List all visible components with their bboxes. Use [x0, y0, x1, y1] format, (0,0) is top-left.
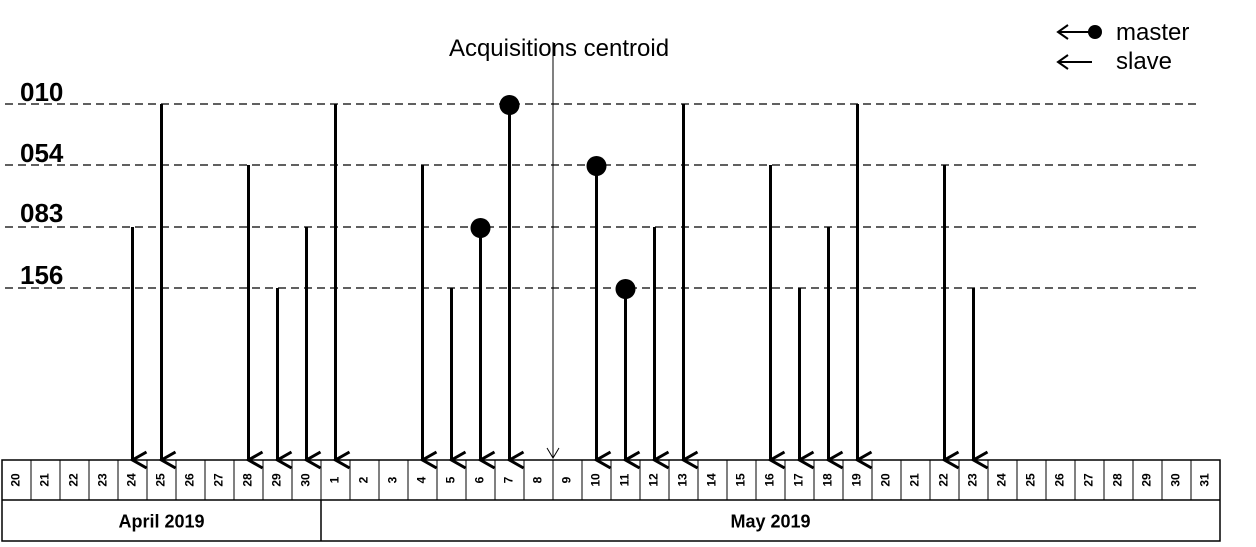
acquisition-master-2019-05-06	[470, 218, 491, 460]
acquisition-master-2019-05-10	[586, 156, 607, 460]
master-dot	[586, 156, 607, 176]
day-label: 24	[125, 473, 139, 487]
day-label: 28	[241, 473, 255, 487]
centroid-arrowhead	[546, 447, 560, 459]
day-label: 13	[676, 473, 690, 487]
day-label: 15	[734, 473, 748, 487]
day-label: 20	[9, 473, 23, 487]
day-label: 27	[1082, 473, 1096, 487]
day-label: 16	[763, 473, 777, 487]
day-label: 14	[705, 473, 719, 487]
month-label: May 2019	[730, 512, 810, 532]
day-label: 27	[212, 473, 226, 487]
month-label: April 2019	[118, 512, 204, 532]
day-label: 25	[154, 473, 168, 487]
day-label: 18	[821, 473, 835, 487]
track-label-083: 083	[20, 198, 63, 228]
day-label: 10	[589, 473, 603, 487]
day-label: 4	[415, 476, 429, 483]
day-label: 23	[96, 473, 110, 487]
day-label: 26	[183, 473, 197, 487]
day-label: 25	[1024, 473, 1038, 487]
day-label: 2	[357, 476, 371, 483]
day-label: 3	[386, 476, 400, 483]
master-dot	[615, 279, 636, 299]
day-label: 22	[937, 473, 951, 487]
legend-slave: slave	[1056, 48, 1172, 75]
acquisition-arrows	[133, 95, 974, 460]
centroid-marker: Acquisitions centroid	[449, 35, 669, 459]
day-label: 9	[560, 476, 574, 483]
day-label: 30	[1169, 473, 1183, 487]
acquisition-master-2019-05-07	[499, 95, 520, 460]
legend-master-dot	[1088, 25, 1102, 39]
day-label: 19	[850, 473, 864, 487]
day-label: 29	[1140, 473, 1154, 487]
day-label: 22	[67, 473, 81, 487]
day-label: 17	[792, 473, 806, 487]
day-label: 11	[618, 473, 632, 486]
day-label: 24	[995, 473, 1009, 487]
track-label-156: 156	[20, 260, 63, 290]
track-guides	[5, 103, 1198, 289]
track-label-010: 010	[20, 77, 63, 107]
acquisition-master-2019-05-11	[615, 279, 636, 460]
day-label: 29	[270, 473, 284, 487]
day-label: 6	[473, 476, 487, 483]
day-label: 31	[1198, 473, 1212, 487]
day-label: 8	[531, 476, 545, 483]
day-label: 26	[1053, 473, 1067, 487]
day-label: 28	[1111, 473, 1125, 487]
day-label: 23	[966, 473, 980, 487]
master-dot	[499, 95, 520, 115]
track-labels: 010 054 083 156	[20, 77, 64, 290]
day-label: 30	[299, 473, 313, 487]
day-label: 5	[444, 476, 458, 483]
day-label: 21	[908, 473, 922, 487]
day-label: 20	[879, 473, 893, 487]
legend-slave-label: slave	[1116, 48, 1172, 75]
date-axis: 20 21 22 23 24 25 26 27 28 29 30 1 2 3 4 5 6 7 8 9 10 11 12 13 1…	[1, 459, 1221, 542]
centroid-label: Acquisitions centroid	[449, 35, 669, 62]
day-label: 12	[647, 473, 661, 487]
master-dot	[470, 218, 491, 238]
legend-master-label: master	[1116, 19, 1189, 46]
day-label: 7	[502, 476, 516, 483]
legend-master: master	[1056, 19, 1189, 46]
legend-master-arrowhead	[1056, 24, 1069, 40]
day-label: 1	[328, 476, 342, 483]
track-label-054: 054	[20, 138, 64, 168]
day-label: 21	[38, 473, 52, 487]
legend-slave-arrowhead	[1056, 54, 1069, 70]
